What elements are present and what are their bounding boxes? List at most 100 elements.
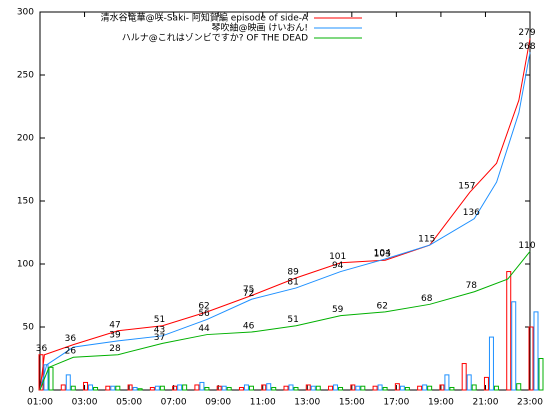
value-label: 46 (243, 322, 255, 332)
value-label: 75 (243, 285, 254, 295)
value-label: 110 (518, 241, 535, 251)
count-bar (65, 374, 71, 391)
y-tick-label: 0 (28, 386, 34, 396)
value-label: 51 (287, 315, 298, 325)
count-bar (377, 384, 383, 391)
value-label: 36 (65, 334, 77, 344)
y-tick-label: 200 (17, 134, 34, 144)
count-bar (399, 385, 405, 391)
value-label: 89 (287, 267, 299, 277)
count-bar (417, 385, 423, 391)
y-tick-label: 300 (17, 8, 34, 18)
count-bar (204, 386, 210, 391)
x-tick-label: 15:00 (339, 398, 365, 408)
count-bar (182, 384, 188, 391)
count-bar (360, 385, 366, 391)
count-bar (271, 386, 277, 391)
value-label: 81 (287, 277, 298, 287)
value-label: 115 (418, 235, 435, 245)
legend-label: 清水谷竜華@咲-Saki- 阿知賀編 episode of side-A (101, 12, 309, 24)
value-label: 56 (198, 309, 210, 319)
value-label: 104 (374, 248, 391, 258)
count-bar (105, 385, 111, 391)
x-tick-label: 11:00 (250, 398, 276, 408)
legend-label: ハルナ@これはゾンビですか? OF THE DEAD (122, 33, 308, 44)
count-bar (221, 385, 227, 391)
count-bar (83, 381, 89, 391)
count-bar (394, 383, 400, 391)
count-bar (305, 384, 311, 391)
count-bar (439, 384, 445, 391)
count-bar (226, 386, 232, 391)
y-tick-label: 150 (17, 197, 34, 207)
count-bar (261, 384, 267, 391)
count-bar (466, 374, 472, 391)
x-tick-label: 01:00 (27, 398, 53, 408)
count-bar (238, 386, 244, 391)
value-label: 44 (198, 324, 210, 334)
count-bar (48, 366, 54, 391)
count-bar (444, 374, 450, 391)
value-label: 47 (109, 320, 120, 330)
value-label: 28 (109, 344, 121, 354)
count-bar (449, 386, 455, 391)
value-label: 94 (332, 261, 344, 271)
value-label: 72 (243, 289, 254, 299)
count-bar (88, 384, 94, 391)
count-bar (511, 301, 517, 391)
value-label: 59 (332, 305, 344, 315)
count-bar (115, 385, 121, 391)
count-bar (328, 385, 334, 391)
x-tick-label: 19:00 (428, 398, 454, 408)
x-tick-label: 17:00 (383, 398, 409, 408)
count-bar (293, 386, 299, 391)
count-bar (483, 376, 489, 391)
value-label: 62 (377, 301, 388, 311)
count-bar (177, 384, 183, 391)
count-bar (149, 386, 155, 391)
count-bar (248, 385, 254, 391)
count-bar (538, 358, 544, 391)
count-bar (528, 326, 534, 391)
x-tick-label: 07:00 (161, 398, 187, 408)
value-label: 103 (374, 250, 391, 260)
count-bar (137, 388, 143, 391)
count-bar (350, 384, 356, 391)
value-label: 68 (421, 294, 433, 304)
count-bar (338, 386, 344, 391)
count-bar (93, 386, 99, 391)
count-bar (506, 271, 512, 391)
value-label: 279 (518, 28, 535, 38)
count-bar (194, 384, 200, 391)
count-bar (310, 385, 316, 391)
value-label: 37 (154, 333, 165, 343)
count-bar (422, 384, 428, 391)
count-bar (199, 381, 205, 391)
count-bar (216, 385, 222, 391)
value-label: 39 (109, 330, 121, 340)
x-tick-label: 13:00 (294, 398, 320, 408)
count-bar (132, 386, 138, 391)
count-bar (154, 385, 160, 391)
value-label: 26 (65, 347, 77, 357)
y-tick-label: 250 (17, 71, 34, 81)
count-bar (127, 384, 133, 391)
value-label: 62 (198, 301, 209, 311)
y-tick-label: 50 (23, 323, 35, 333)
x-tick-label: 21:00 (472, 398, 498, 408)
count-bar (70, 385, 76, 391)
series-line (39, 38, 531, 391)
count-bar (461, 363, 467, 391)
count-bar (355, 385, 361, 391)
value-label: 43 (154, 325, 165, 335)
value-label: 36 (36, 344, 48, 354)
value-label: 268 (518, 42, 535, 52)
x-tick-label: 09:00 (205, 398, 231, 408)
value-label: 78 (466, 281, 478, 291)
count-bar (493, 385, 499, 391)
x-tick-label: 05:00 (116, 398, 142, 408)
count-bar (266, 383, 272, 391)
count-bar (243, 384, 249, 391)
count-bar (427, 385, 433, 391)
count-bar (333, 384, 339, 391)
